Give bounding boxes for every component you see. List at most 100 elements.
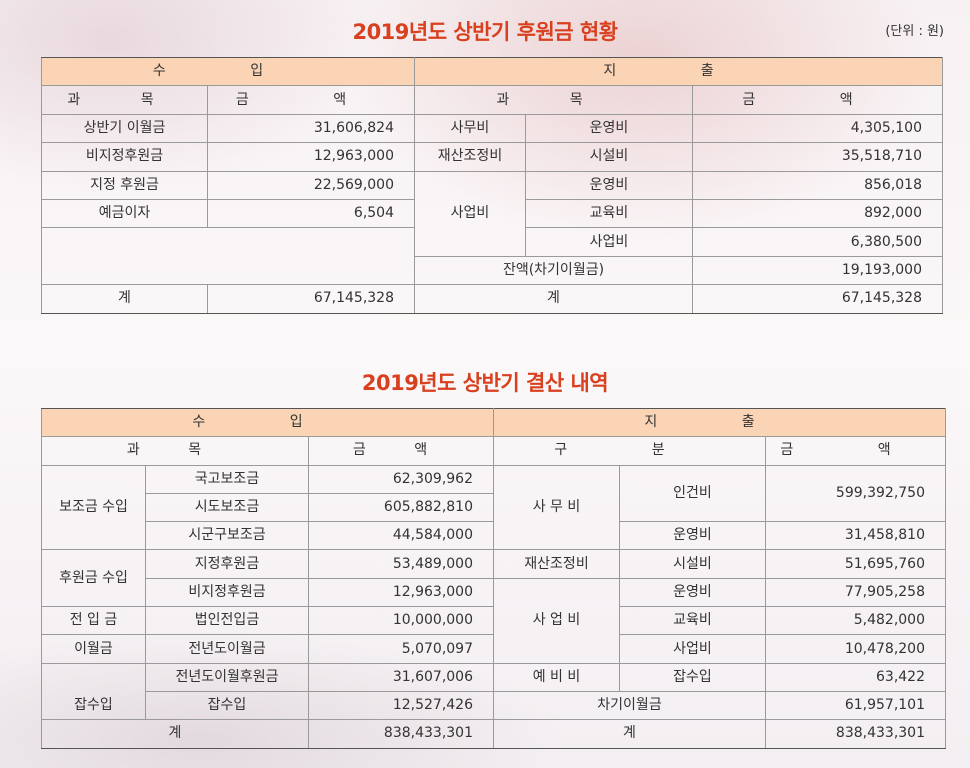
- income-subject: 예금이자: [41, 198, 208, 229]
- expense-item: 운영비: [619, 577, 766, 608]
- income-group: 전 입 금: [41, 606, 146, 636]
- expense-amount-header: 금 액: [692, 85, 943, 115]
- expense-item: 운영비: [525, 113, 693, 144]
- donation-summary-table: 수 입 지 출 과 목 금 액 과 목 금 액 상반기 이월금 31,606,8…: [41, 56, 943, 314]
- empty-cell: [41, 227, 415, 286]
- expense-amount: 51,695,760: [765, 549, 946, 579]
- expense-group: 사업비: [414, 170, 526, 257]
- expense-header: 지 출: [493, 407, 946, 438]
- column-header-row: 과 목 금 액 구 분 금 액: [41, 436, 946, 466]
- expense-item: 사업비: [525, 227, 693, 257]
- expense-amount: 5,482,000: [765, 606, 946, 636]
- balance-label: 잔액(차기이월금): [414, 255, 693, 286]
- expense-group: 사 무 비: [493, 464, 620, 551]
- unit-label: (단위 : 원): [885, 24, 944, 39]
- income-item: 시군구보조금: [145, 521, 309, 551]
- income-item: 국고보조금: [145, 464, 309, 494]
- table-row: 보조금 수입 국고보조금 62,309,962 사 무 비 인건비 599,39…: [41, 464, 946, 551]
- income-item: 전년도이월후원금: [145, 662, 309, 692]
- table-header-row: 수 입 지 출: [41, 56, 943, 87]
- expense-amount: 35,518,710: [692, 142, 943, 172]
- table-row: 예금이자 6,504 교육비 892,000: [41, 198, 943, 229]
- income-subject-header: 과 목: [41, 85, 208, 115]
- total-row: 계 67,145,328 계 67,145,328: [41, 284, 943, 314]
- income-header: 수 입: [41, 407, 494, 438]
- income-amount: 53,489,000: [308, 549, 494, 579]
- expense-header: 지 출: [414, 56, 943, 87]
- table-row: 잡수입 12,527,426 차기이월금 61,957,101: [42, 690, 946, 721]
- table-row: 시군구보조금 44,584,000 운영비 31,458,810: [42, 521, 946, 551]
- income-total-label: 계: [41, 284, 208, 314]
- table-header-row: 수 입 지 출: [41, 407, 946, 438]
- expense-amount: 599,392,750: [765, 464, 946, 523]
- table-row: 잡수입 전년도이월후원금 31,607,006 예 비 비 잡수입 63,422: [41, 662, 946, 721]
- income-amount: 62,309,962: [308, 464, 494, 494]
- income-group: 이월금: [41, 634, 146, 664]
- income-amount: 12,963,000: [308, 577, 494, 608]
- expense-amount: 77,905,258: [765, 577, 946, 608]
- income-amount: 6,504: [207, 198, 415, 229]
- summary-title: 2019년도 상반기 후원금 현황: [352, 20, 618, 44]
- settlement-title: 2019년도 상반기 결산 내역: [361, 371, 609, 395]
- income-total: 67,145,328: [207, 284, 415, 314]
- expense-subject-header: 과 목: [414, 85, 693, 115]
- income-group: 후원금 수입: [41, 549, 146, 608]
- table-row: 지정 후원금 22,569,000 사업비 운영비 856,018: [41, 170, 943, 257]
- expense-total: 838,433,301: [765, 719, 946, 749]
- expense-total: 67,145,328: [692, 284, 943, 314]
- income-item: 전년도이월금: [145, 634, 309, 664]
- expense-group: 예 비 비: [493, 662, 620, 692]
- table-row: 후원금 수입 지정후원금 53,489,000 재산조정비 시설비 51,695…: [41, 549, 946, 608]
- income-group: 잡수입: [41, 662, 146, 721]
- expense-item: 교육비: [619, 606, 766, 636]
- table-row: 잔액(차기이월금) 19,193,000: [42, 255, 943, 286]
- income-amount-header: 금 액: [207, 85, 415, 115]
- expense-item: 시설비: [619, 549, 766, 579]
- table-row: 비지정후원금 12,963,000 사 업 비 운영비 77,905,258: [42, 577, 946, 664]
- table-row: 시도보조금 605,882,810: [42, 492, 946, 523]
- expense-item: 사업비: [619, 634, 766, 664]
- income-amount: 31,606,824: [207, 113, 415, 144]
- total-row: 계 838,433,301 계 838,433,301: [41, 719, 946, 749]
- income-item: 지정후원금: [145, 549, 309, 579]
- expense-group: 사 업 비: [493, 577, 620, 664]
- income-amount: 12,963,000: [207, 142, 415, 172]
- expense-group: 재산조정비: [493, 549, 620, 579]
- table-row: 이월금 전년도이월금 5,070,097 사업비 10,478,200: [41, 634, 946, 664]
- expense-amount: 856,018: [692, 170, 943, 200]
- expense-amount: 892,000: [692, 198, 943, 229]
- income-amount: 5,070,097: [308, 634, 494, 664]
- income-item: 비지정후원금: [145, 577, 309, 608]
- income-amount-header: 금 액: [308, 436, 494, 466]
- table-row: 전 입 금 법인전입금 10,000,000 교육비 5,482,000: [41, 606, 946, 636]
- income-group: 보조금 수입: [41, 464, 146, 551]
- income-amount: 605,882,810: [308, 492, 494, 523]
- income-amount: 44,584,000: [308, 521, 494, 551]
- income-item: 시도보조금: [145, 492, 309, 523]
- income-item: 법인전입금: [145, 606, 309, 636]
- income-item: 잡수입: [145, 690, 309, 721]
- expense-group: 사무비: [414, 113, 526, 144]
- expense-amount: 31,458,810: [765, 521, 946, 551]
- expense-group: 재산조정비: [414, 142, 526, 172]
- income-amount: 12,527,426: [308, 690, 494, 721]
- expense-item: 인건비: [619, 464, 766, 523]
- expense-amount: 6,380,500: [692, 227, 943, 257]
- expense-item: 시설비: [525, 142, 693, 172]
- expense-item: 운영비: [525, 170, 693, 200]
- income-amount: 31,607,006: [308, 662, 494, 692]
- settlement-table: 수 입 지 출 과 목 금 액 구 분 금 액 보조금 수입 국고보조금 62,…: [41, 407, 946, 749]
- income-subject-header: 과 목: [41, 436, 309, 466]
- income-header: 수 입: [41, 56, 415, 87]
- income-total: 838,433,301: [308, 719, 494, 749]
- table-row: 사업비 6,380,500: [41, 227, 943, 286]
- expense-item: 운영비: [619, 521, 766, 551]
- income-subject: 비지정후원금: [41, 142, 208, 172]
- expense-amount-header: 금 액: [765, 436, 946, 466]
- expense-amount: 63,422: [765, 662, 946, 692]
- carryover-amount: 61,957,101: [765, 690, 946, 721]
- income-subject: 지정 후원금: [41, 170, 208, 200]
- expense-amount: 10,478,200: [765, 634, 946, 664]
- balance-amount: 19,193,000: [692, 255, 943, 286]
- income-amount: 10,000,000: [308, 606, 494, 636]
